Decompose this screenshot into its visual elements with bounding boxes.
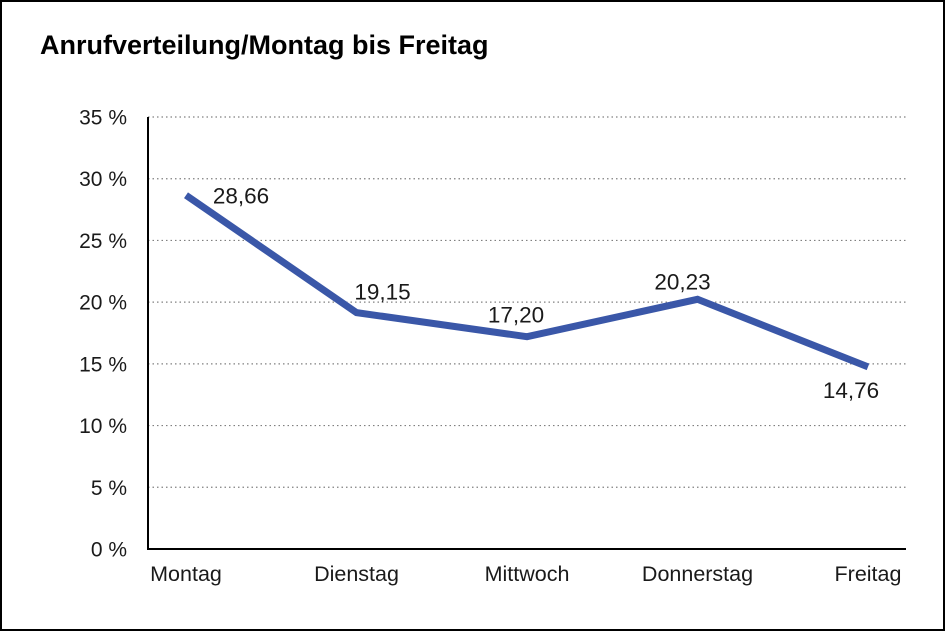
y-tick-label: 5 % xyxy=(91,477,127,500)
y-tick-label: 0 % xyxy=(91,539,127,562)
x-axis-label: Dienstag xyxy=(314,562,399,586)
x-axis-label: Montag xyxy=(150,562,222,586)
y-tick-label: 20 % xyxy=(79,292,127,315)
y-tick-label: 10 % xyxy=(79,415,127,438)
y-tick-label: 30 % xyxy=(79,168,127,191)
x-axis-label: Mittwoch xyxy=(485,562,570,586)
data-point-label: 19,15 xyxy=(354,280,410,305)
x-axis-label: Freitag xyxy=(835,562,902,586)
y-tick-label: 15 % xyxy=(79,353,127,376)
data-series-line xyxy=(184,192,870,371)
y-tick-label: 35 % xyxy=(79,107,127,130)
data-point-label: 17,20 xyxy=(488,303,544,328)
data-point-label: 20,23 xyxy=(654,269,710,294)
data-point-label: 14,76 xyxy=(823,378,879,403)
y-tick-label: 25 % xyxy=(79,230,127,253)
x-axis-label: Donnerstag xyxy=(642,562,753,586)
data-point-label: 28,66 xyxy=(213,183,269,208)
chart-title: Anrufverteilung/Montag bis Freitag xyxy=(40,30,489,60)
